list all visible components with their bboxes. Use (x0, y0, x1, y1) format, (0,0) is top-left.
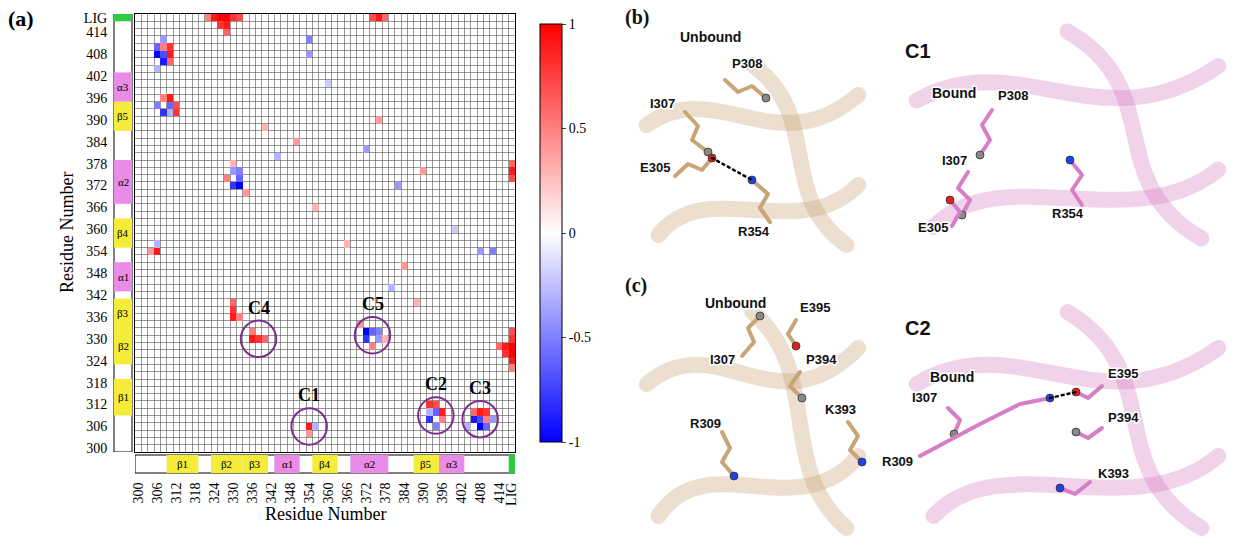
svg-text:318: 318 (86, 376, 107, 391)
svg-text:390: 390 (86, 113, 107, 128)
svg-text:408: 408 (86, 47, 107, 62)
svg-text:β2: β2 (118, 340, 129, 352)
svg-text:α2: α2 (364, 458, 375, 470)
svg-text:C1: C1 (298, 385, 320, 405)
svg-text:354: 354 (86, 244, 107, 259)
svg-text:390: 390 (416, 483, 431, 504)
svg-text:C4: C4 (248, 298, 270, 318)
svg-text:K393: K393 (1098, 466, 1129, 481)
svg-text:402: 402 (454, 483, 469, 504)
svg-text:LIG: LIG (504, 483, 519, 506)
svg-text:378: 378 (86, 157, 107, 172)
svg-text:α2: α2 (118, 176, 129, 188)
svg-text:α1: α1 (118, 271, 129, 283)
svg-text:R354: R354 (738, 224, 770, 239)
svg-text:414: 414 (492, 483, 507, 504)
svg-text:372: 372 (86, 178, 107, 193)
svg-text:336: 336 (86, 310, 107, 325)
svg-text:P308: P308 (998, 88, 1028, 103)
svg-text:β5: β5 (420, 458, 432, 470)
svg-text:C2: C2 (905, 317, 931, 339)
svg-text:β3: β3 (249, 458, 261, 470)
svg-text:LIG: LIG (84, 11, 107, 26)
svg-text:C2: C2 (425, 374, 447, 394)
svg-text:360: 360 (321, 483, 336, 504)
svg-text:E395: E395 (1108, 366, 1138, 381)
svg-text:P394: P394 (806, 352, 837, 367)
svg-text:Bound: Bound (932, 85, 976, 101)
svg-text:Residue Number: Residue Number (265, 504, 386, 524)
svg-text:R309: R309 (882, 454, 913, 469)
svg-text:300: 300 (131, 483, 146, 504)
svg-text:P308: P308 (732, 56, 762, 71)
svg-text:K393: K393 (825, 402, 856, 417)
svg-text:324: 324 (86, 354, 107, 369)
svg-text:378: 378 (378, 483, 393, 504)
svg-text:E395: E395 (800, 300, 830, 315)
svg-text:I307: I307 (942, 153, 967, 168)
svg-text:354: 354 (302, 483, 317, 504)
svg-text:Unbound: Unbound (680, 29, 741, 45)
svg-text:α1: α1 (282, 458, 293, 470)
svg-text:α3: α3 (446, 458, 458, 470)
svg-text:E305: E305 (918, 220, 948, 235)
svg-text:β4: β4 (319, 458, 331, 470)
svg-text:β4: β4 (117, 227, 129, 239)
svg-text:348: 348 (86, 266, 107, 281)
svg-text:402: 402 (86, 69, 107, 84)
svg-text:360: 360 (86, 222, 107, 237)
svg-text:396: 396 (86, 91, 107, 106)
svg-text:306: 306 (150, 483, 165, 504)
svg-text:318: 318 (188, 483, 203, 504)
svg-text:-1: -1 (569, 435, 581, 450)
svg-text:-0.5: -0.5 (569, 330, 591, 345)
svg-text:0.5: 0.5 (569, 121, 587, 136)
svg-text:366: 366 (86, 200, 107, 215)
svg-text:306: 306 (86, 419, 107, 434)
svg-text:α3: α3 (117, 81, 129, 93)
svg-text:C5: C5 (362, 294, 384, 314)
svg-text:I307: I307 (912, 390, 937, 405)
svg-text:408: 408 (473, 483, 488, 504)
svg-text:β5: β5 (117, 110, 129, 122)
svg-text:β1: β1 (118, 391, 129, 403)
svg-text:342: 342 (86, 288, 107, 303)
svg-text:(a): (a) (8, 6, 34, 31)
svg-text:β3: β3 (117, 307, 129, 319)
svg-text:348: 348 (283, 483, 298, 504)
svg-text:Unbound: Unbound (705, 295, 766, 311)
svg-text:384: 384 (397, 483, 412, 504)
svg-text:372: 372 (359, 483, 374, 504)
svg-text:384: 384 (86, 135, 107, 150)
svg-text:324: 324 (207, 483, 222, 504)
svg-text:P394: P394 (1108, 410, 1139, 425)
svg-text:(b): (b) (625, 6, 649, 29)
svg-text:R354: R354 (1052, 206, 1084, 221)
svg-text:312: 312 (169, 483, 184, 504)
svg-text:312: 312 (86, 397, 107, 412)
svg-text:C1: C1 (905, 40, 931, 62)
svg-text:β2: β2 (221, 458, 232, 470)
svg-text:330: 330 (226, 483, 241, 504)
svg-text:330: 330 (86, 332, 107, 347)
svg-text:336: 336 (245, 483, 260, 504)
svg-text:(c): (c) (625, 274, 647, 297)
svg-text:R309: R309 (690, 416, 721, 431)
svg-text:396: 396 (435, 483, 450, 504)
svg-text:β1: β1 (177, 458, 188, 470)
svg-text:366: 366 (340, 483, 355, 504)
svg-text:300: 300 (86, 441, 107, 456)
svg-text:1: 1 (569, 17, 576, 32)
svg-text:Residue Number: Residue Number (57, 172, 77, 293)
svg-text:414: 414 (86, 25, 107, 40)
svg-text:Bound: Bound (930, 369, 974, 385)
svg-text:0: 0 (569, 226, 576, 241)
svg-text:C3: C3 (469, 378, 491, 398)
svg-text:I307: I307 (650, 96, 675, 111)
svg-text:342: 342 (264, 483, 279, 504)
svg-text:E305: E305 (640, 160, 670, 175)
svg-text:I307: I307 (710, 352, 735, 367)
